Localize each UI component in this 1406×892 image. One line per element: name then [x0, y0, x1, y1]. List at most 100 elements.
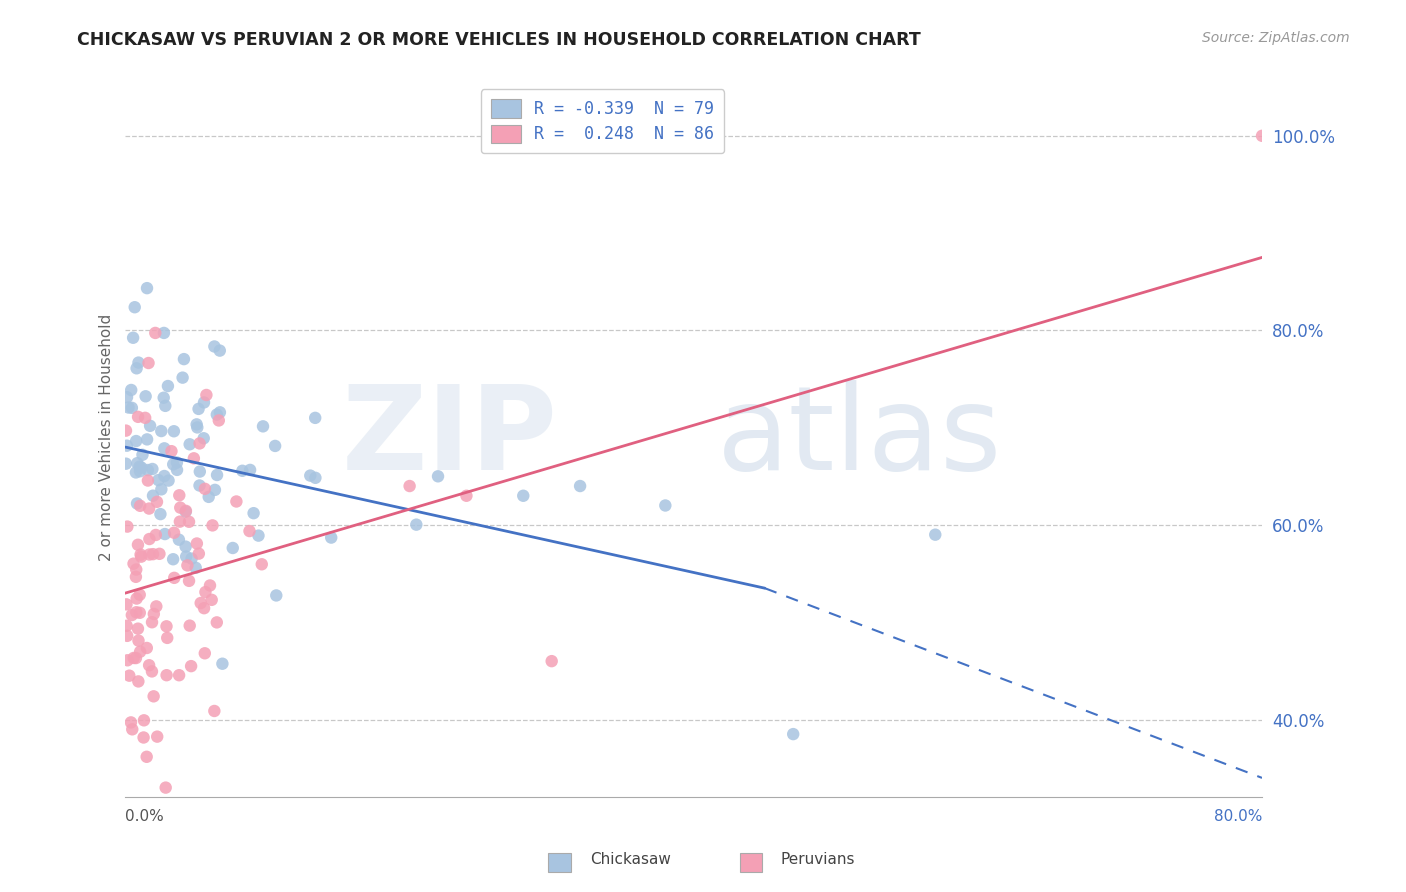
Point — [174, 504, 197, 518]
Point — [135, 640, 157, 655]
Point — [299, 468, 322, 483]
Point — [176, 558, 198, 573]
Point — [924, 527, 946, 541]
Point — [153, 326, 176, 340]
Point — [782, 727, 804, 741]
Point — [202, 704, 225, 718]
Point — [179, 618, 201, 632]
Point — [146, 730, 169, 744]
Point — [115, 424, 138, 438]
Point — [128, 588, 150, 602]
Point — [127, 538, 149, 552]
Point — [155, 780, 177, 795]
Point — [163, 571, 186, 585]
Point — [132, 731, 155, 745]
Point — [131, 448, 153, 462]
Point — [122, 557, 145, 571]
Point — [121, 723, 143, 737]
Point — [125, 651, 148, 665]
Text: CHICKASAW VS PERUVIAN 2 OR MORE VEHICLES IN HOUSEHOLD CORRELATION CHART: CHICKASAW VS PERUVIAN 2 OR MORE VEHICLES… — [77, 31, 921, 49]
Point — [153, 469, 176, 483]
Point — [150, 424, 173, 438]
Point — [242, 506, 264, 520]
Point — [128, 606, 150, 620]
Point — [247, 528, 270, 542]
Point — [120, 383, 142, 397]
Point — [195, 388, 218, 402]
Point — [264, 439, 287, 453]
Point — [169, 488, 191, 502]
Point — [115, 390, 138, 404]
Point — [156, 631, 179, 645]
Point — [124, 300, 146, 314]
Point — [125, 591, 148, 606]
Point — [145, 599, 167, 614]
Point — [174, 549, 197, 564]
Point — [118, 668, 141, 682]
Point — [427, 469, 450, 483]
Y-axis label: 2 or more Vehicles in Household: 2 or more Vehicles in Household — [100, 314, 114, 561]
Point — [152, 391, 174, 405]
Point — [163, 424, 186, 438]
Point — [193, 395, 215, 409]
Point — [134, 410, 156, 425]
Point — [204, 483, 226, 497]
Point — [129, 464, 152, 478]
Legend: R = -0.339  N = 79, R =  0.248  N = 86: R = -0.339 N = 79, R = 0.248 N = 86 — [481, 89, 724, 153]
Point — [186, 420, 208, 434]
Point — [198, 578, 221, 592]
Point — [129, 499, 152, 513]
Point — [239, 463, 262, 477]
Point — [160, 444, 183, 458]
Point — [146, 495, 169, 509]
Point — [125, 434, 148, 448]
Point — [122, 651, 145, 665]
Point — [222, 541, 245, 555]
Point — [128, 633, 150, 648]
Point — [125, 563, 148, 577]
Point — [136, 433, 159, 447]
Point — [180, 659, 202, 673]
Point — [250, 558, 273, 572]
Point — [128, 459, 150, 474]
Point — [169, 515, 191, 529]
Point — [179, 437, 201, 451]
Text: 80.0%: 80.0% — [1213, 809, 1263, 824]
Point — [569, 479, 592, 493]
Point — [143, 326, 166, 340]
Point — [231, 464, 253, 478]
Point — [155, 399, 177, 413]
Point — [211, 657, 233, 671]
Text: Peruvians: Peruvians — [780, 852, 855, 867]
Point — [188, 478, 211, 492]
Point — [540, 654, 562, 668]
Point — [162, 552, 184, 566]
Point — [205, 615, 228, 630]
Point — [148, 473, 170, 487]
Point — [186, 536, 208, 550]
Point — [208, 405, 231, 419]
Point — [155, 619, 177, 633]
Text: Chickasaw: Chickasaw — [591, 852, 672, 867]
Point — [117, 519, 139, 533]
Text: atlas: atlas — [717, 380, 1002, 495]
Point — [167, 533, 190, 547]
Point — [135, 389, 157, 403]
Point — [127, 409, 149, 424]
Point — [162, 458, 184, 472]
Point — [321, 531, 343, 545]
Point — [145, 528, 167, 542]
Point — [153, 527, 176, 541]
Point — [115, 629, 138, 643]
Point — [127, 355, 149, 369]
Point — [127, 456, 149, 470]
Point — [184, 561, 207, 575]
Point — [177, 574, 200, 588]
Point — [129, 549, 152, 564]
Point — [190, 596, 212, 610]
Point — [193, 601, 215, 615]
Point — [115, 619, 138, 633]
Point — [252, 419, 274, 434]
Point — [183, 451, 205, 466]
Point — [141, 665, 163, 679]
